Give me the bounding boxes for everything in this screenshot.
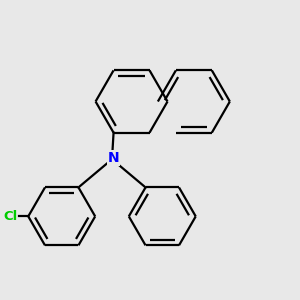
Text: N: N (108, 151, 119, 165)
Text: Cl: Cl (3, 210, 17, 223)
